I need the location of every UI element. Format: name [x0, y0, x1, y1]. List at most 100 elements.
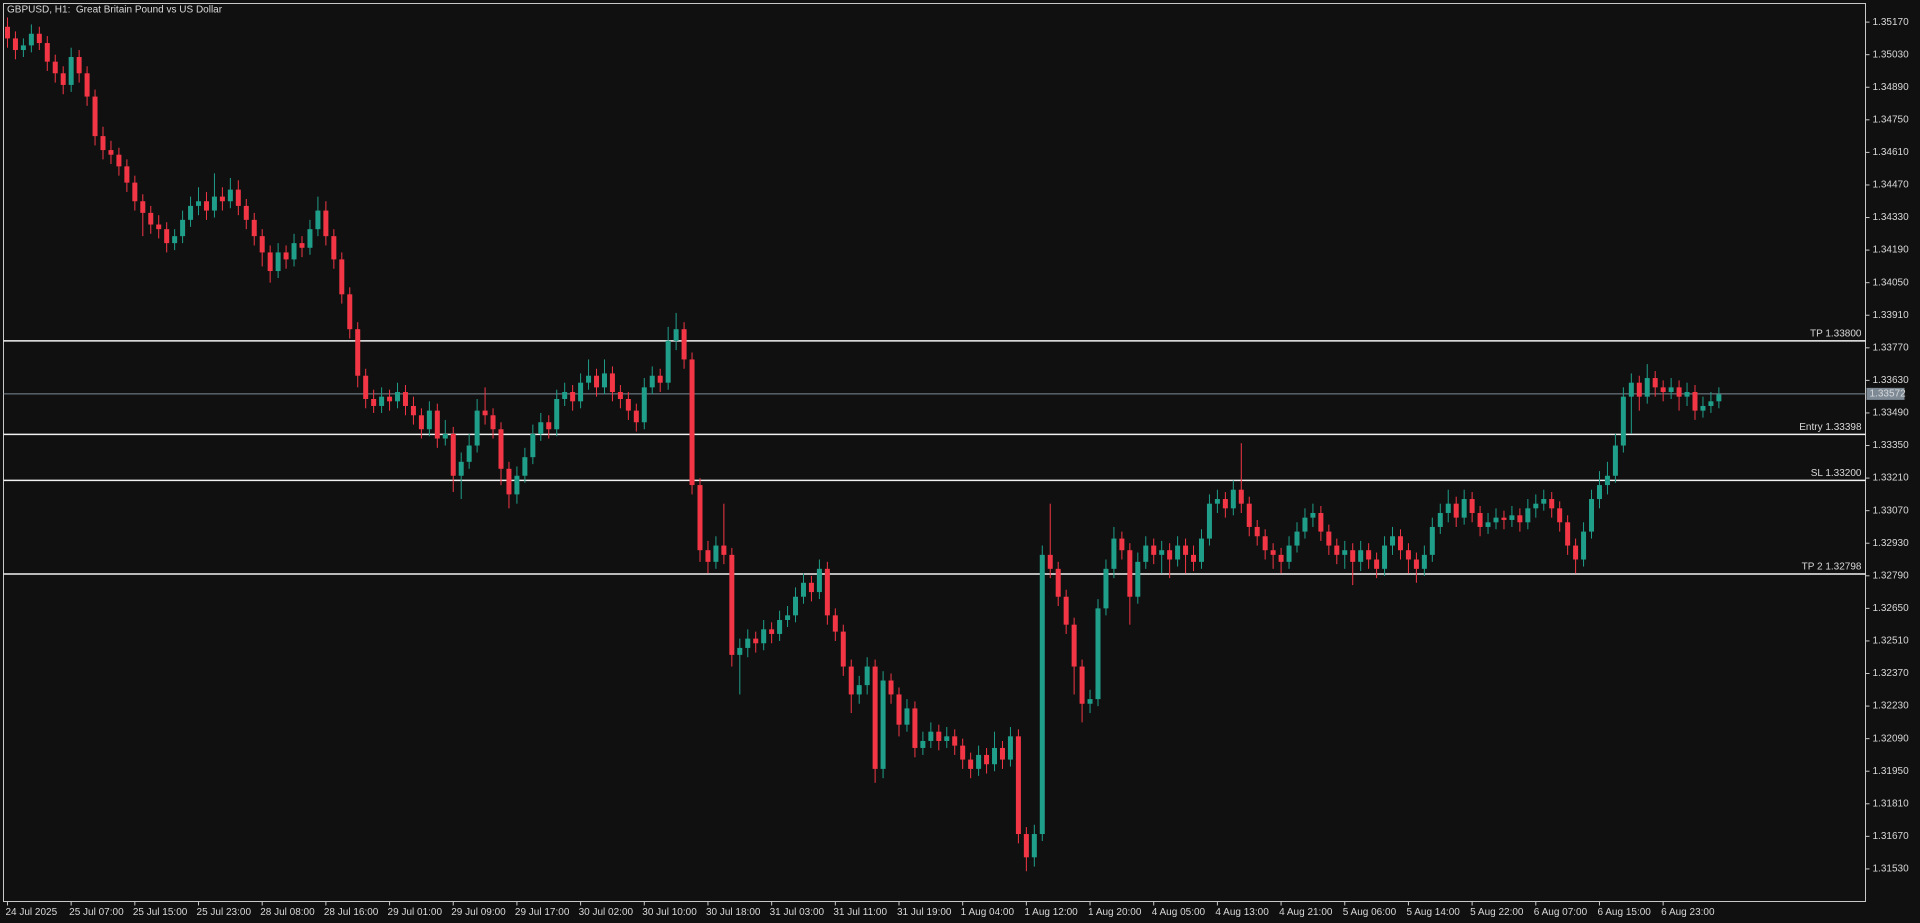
candle-body [283, 252, 289, 260]
candle-body [1254, 526, 1260, 537]
candle-body [458, 461, 464, 476]
candle-body [1294, 531, 1300, 546]
candle-body [1055, 568, 1061, 597]
candle-body [1071, 624, 1077, 667]
candle-body [52, 61, 58, 74]
candle-body [1366, 550, 1372, 560]
candle-body [1596, 485, 1602, 500]
y-tick-label: 1.33910 [1873, 310, 1910, 321]
plot-frame [3, 3, 1866, 902]
candle-body [426, 410, 432, 430]
y-tick-label: 1.33210 [1873, 473, 1910, 484]
x-tick-label: 25 Jul 07:00 [69, 907, 124, 918]
candle-body [1668, 387, 1674, 393]
candle-body [856, 685, 862, 695]
candle-body [1589, 499, 1595, 532]
candle-body [1206, 503, 1212, 539]
x-tick-label: 29 Jul 01:00 [388, 907, 443, 918]
y-tick-label: 1.35030 [1873, 49, 1910, 60]
candle-body [872, 666, 878, 769]
y-tick-label: 1.34470 [1873, 180, 1910, 191]
candle-body [617, 392, 623, 399]
x-tick-label: 30 Jul 02:00 [579, 907, 634, 918]
candle-body [1581, 531, 1587, 560]
candle-body [1143, 545, 1149, 562]
x-tick-label: 28 Jul 16:00 [324, 907, 379, 918]
candle-body [1565, 522, 1571, 546]
candle-body [705, 550, 711, 562]
candle-body [657, 375, 663, 383]
candle-body [904, 708, 910, 725]
candle-body [665, 340, 671, 383]
candle-body [673, 329, 679, 341]
candle-body [1198, 538, 1204, 562]
candle-body [1612, 445, 1618, 476]
y-tick-label: 1.33490 [1873, 408, 1910, 419]
candle-body [936, 731, 942, 741]
y-tick-label: 1.34890 [1873, 82, 1910, 93]
candle-body [1334, 545, 1340, 555]
candle-body [1716, 394, 1722, 402]
x-tick-label: 25 Jul 15:00 [133, 907, 188, 918]
y-tick-label: 1.31530 [1873, 864, 1910, 875]
y-tick-label: 1.32930 [1873, 538, 1910, 549]
candle-body [299, 243, 305, 248]
level-label: SL 1.33200 [1811, 468, 1862, 479]
candle-body [896, 694, 902, 725]
y-tick-label: 1.33070 [1873, 505, 1910, 516]
candle-body [761, 629, 767, 644]
candle-body [4, 26, 10, 39]
candle-body [562, 392, 568, 399]
candle-body [1222, 499, 1228, 509]
y-tick-label: 1.34050 [1873, 277, 1910, 288]
candle-body [546, 422, 552, 430]
x-tick-label: 31 Jul 19:00 [897, 907, 952, 918]
x-tick-label: 6 Aug 07:00 [1534, 907, 1588, 918]
candle-body [1708, 401, 1714, 406]
candle-body [1429, 526, 1435, 555]
candle-body [1405, 550, 1411, 560]
candle-body [968, 759, 974, 769]
candle-body [713, 545, 719, 562]
candle-body [1469, 499, 1475, 513]
candle-body [1437, 512, 1443, 527]
candle-body [1533, 503, 1539, 509]
candle-body [912, 708, 918, 748]
candle-body [1692, 392, 1698, 411]
candle-body [482, 410, 488, 416]
candle-body [601, 373, 607, 388]
candle-body [1214, 499, 1220, 504]
candle-body [1310, 512, 1316, 518]
candle-body [1676, 387, 1682, 397]
candle-body [1230, 489, 1236, 509]
candle-body [418, 415, 424, 430]
candle-body [848, 666, 854, 695]
candle-body [1039, 554, 1045, 835]
candle-body [387, 396, 393, 402]
x-tick-label: 4 Aug 13:00 [1215, 907, 1269, 918]
x-tick-label: 5 Aug 06:00 [1343, 907, 1397, 918]
candle-body [291, 243, 297, 260]
candle-body [267, 252, 273, 272]
x-tick-label: 29 Jul 09:00 [451, 907, 506, 918]
x-tick-label: 31 Jul 03:00 [770, 907, 825, 918]
candle-body [984, 754, 990, 765]
y-tick-label: 1.35170 [1873, 17, 1910, 28]
candle-body [442, 433, 448, 439]
candle-body [227, 189, 233, 202]
candle-body [100, 136, 106, 151]
x-tick-label: 1 Aug 20:00 [1088, 907, 1142, 918]
y-tick-label: 1.34610 [1873, 147, 1910, 158]
candle-body [355, 329, 361, 376]
y-tick-label: 1.34330 [1873, 212, 1910, 223]
candle-body [1390, 536, 1396, 546]
candle-body [864, 666, 870, 686]
x-tick-label: 24 Jul 2025 [5, 907, 57, 918]
candle-body [920, 740, 926, 748]
x-tick-label: 30 Jul 18:00 [706, 907, 761, 918]
candle-body [1119, 538, 1125, 551]
candle-body [1350, 550, 1356, 562]
candle-body [172, 236, 178, 244]
candle-body [307, 229, 313, 248]
